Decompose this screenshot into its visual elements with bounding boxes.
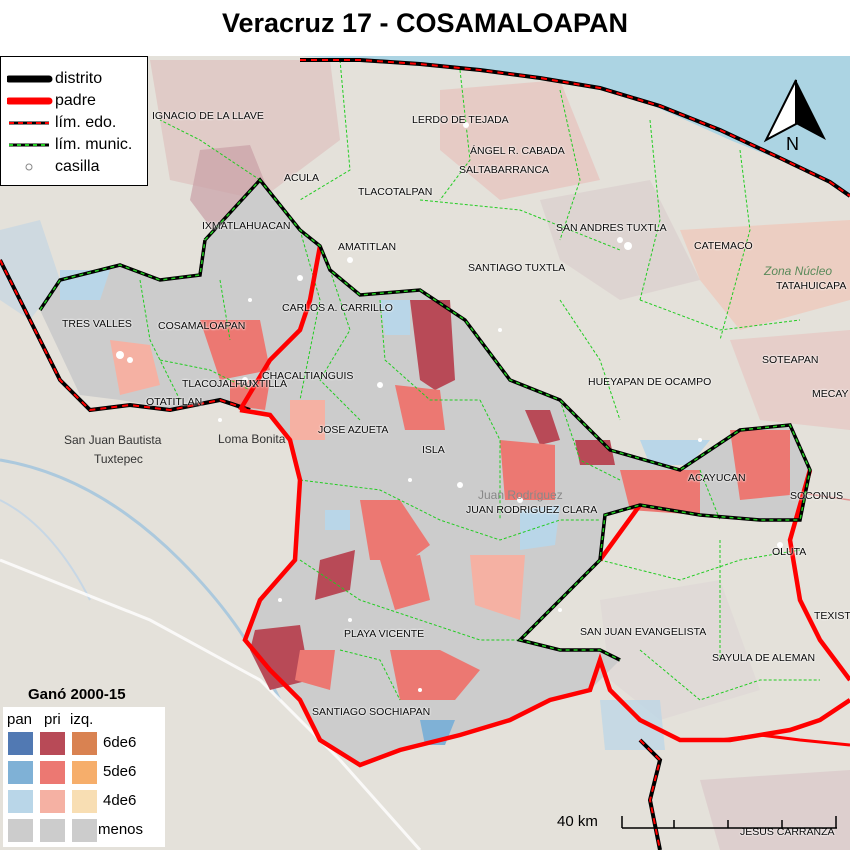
muni-label: HUEYAPAN DE OCAMPO [588, 376, 712, 388]
parent-border-2 [719, 733, 850, 747]
place-loma-bonita: Loma Bonita [218, 432, 286, 446]
swatch-pan-menos [8, 819, 33, 842]
muni-label: SAN JUAN EVANGELISTA [580, 626, 707, 638]
legend-label: lím. munic. [55, 136, 133, 153]
muni-label: TEXIST [814, 610, 850, 622]
muni-label: OLUTA [772, 546, 807, 558]
legend-padre: padre [7, 91, 147, 111]
legend-casilla: casilla [7, 157, 147, 177]
legend-label: distrito [55, 70, 103, 87]
river-2 [0, 499, 91, 601]
swatch-pri-5 [40, 761, 65, 784]
swatch-pan-4 [8, 790, 33, 813]
padre-line-icon [7, 97, 53, 105]
legend-lim-munic: lím. munic. [7, 135, 147, 155]
muni-label: LERDO DE TEJADA [412, 114, 509, 126]
muni-label: TLACOTALPAN [358, 186, 433, 198]
swatch-pri-menos [40, 819, 65, 842]
row-label-4de6: 4de6 [103, 792, 137, 809]
line-legend: distrito padre lím. edo. lím. munic. cas… [0, 56, 148, 186]
muni-label: TRES VALLES [62, 318, 132, 330]
muni-label: JUAN RODRIGUEZ CLARA [466, 504, 598, 516]
legend-distrito: distrito [7, 69, 147, 89]
casilla-dots [116, 122, 783, 692]
col-head-pri: pri [44, 711, 61, 728]
road-1 [0, 558, 422, 850]
swatch-izq-4 [72, 790, 97, 813]
map-title: Veracruz 17 - COSAMALOAPAN [221, 8, 629, 38]
legend-label: casilla [55, 158, 100, 175]
row-label-5de6: 5de6 [103, 763, 137, 780]
muni-label: JESUS CARRANZA [740, 826, 835, 838]
muni-label: CARLOS A. CARRILLO [282, 302, 393, 314]
place-tuxtepec: Tuxtepec [94, 452, 143, 466]
muni-limit-line-icon [9, 143, 49, 147]
muni-label: JOSE AZUETA [318, 424, 389, 436]
muni-label: TATAHUICAPA [776, 280, 847, 292]
ext-muni-7 [0, 220, 60, 320]
swatch-izq-menos [72, 819, 97, 842]
muni-label: ACULA [284, 172, 320, 184]
map-canvas[interactable]: San Juan Bautista Tuxtepec Loma Bonita J… [0, 56, 850, 850]
state-limit-line-icon [9, 121, 49, 125]
muni-label: CATEMACO [694, 240, 753, 252]
muni-label: IXMATLAHUACAN [202, 220, 291, 232]
muni-label: TUXTILLA [238, 378, 288, 390]
ext-muni-10 [600, 700, 665, 750]
muni-label: COSAMALOAPAN [158, 320, 246, 332]
scale-bar [621, 816, 837, 829]
place-zona-nucleo: Zona Núcleo [764, 264, 833, 278]
muni-label: OTATITLAN [146, 396, 203, 408]
swatch-pan-6 [8, 732, 33, 755]
muni-label: PLAYA VICENTE [344, 628, 425, 640]
swatch-izq-5 [72, 761, 97, 784]
map-svg [0, 56, 850, 850]
row-label-6de6: 6de6 [103, 734, 137, 751]
swatch-izq-6 [72, 732, 97, 755]
muni-label: CHACALTIANGUIS [262, 370, 354, 382]
casilla-circle-icon [25, 163, 33, 171]
distrito-line-icon [7, 75, 53, 83]
muni-label: SOTEAPAN [762, 354, 819, 366]
district-border-dash [39, 178, 811, 661]
gulf-sea [300, 56, 850, 196]
muni-label: SANTIAGO SOCHIAPAN [312, 706, 431, 718]
fill-legend-title: Ganó 2000-15 [28, 686, 126, 703]
muni-label: ACAYUCAN [688, 472, 746, 484]
muni-label: ÁNGEL R. CABADA [470, 145, 565, 157]
legend-label: lím. edo. [55, 114, 117, 131]
legend-lim-edo: lím. edo. [7, 113, 147, 133]
col-head-izq: izq. [70, 711, 94, 728]
scale-label: 40 km [557, 813, 598, 830]
swatch-pan-5 [8, 761, 33, 784]
muni-label: SAN ANDRES TUXTLA [556, 222, 667, 234]
muni-label: MECAY [812, 388, 849, 400]
swatch-pri-6 [40, 732, 65, 755]
muni-label: SAYULA DE ALEMAN [712, 652, 816, 664]
muni-label: ISLA [422, 444, 445, 456]
legend-label: padre [55, 92, 96, 109]
ext-muni-3 [440, 80, 600, 200]
col-head-pan: pan [7, 711, 33, 728]
ext-muni-9 [700, 770, 850, 850]
row-label-menos: menos [98, 821, 144, 838]
north-arrow-icon [763, 79, 826, 143]
muni-label: SALTABARRANCA [459, 164, 550, 176]
district-fill [40, 180, 810, 765]
swatch-pri-4 [40, 790, 65, 813]
muni-label: SANTIAGO TUXTLA [468, 262, 566, 274]
place-juan-rodriguez: Juan Rodríguez [478, 488, 563, 502]
muni-borders [139, 59, 820, 701]
muni-label: IGNACIO DE LA LLAVE [152, 110, 264, 122]
muni-label: AMATITLAN [338, 241, 397, 253]
north-letter: N [786, 134, 799, 154]
muni-label: SOCONUS [790, 490, 844, 502]
place-san-juan-bautista: San Juan Bautista [64, 433, 162, 447]
parent-border [238, 245, 850, 768]
ext-muni-6 [730, 330, 850, 430]
ext-muni-5 [680, 220, 850, 330]
muni-label: TLACOJALPAN [182, 378, 256, 390]
state-limit [0, 58, 850, 850]
